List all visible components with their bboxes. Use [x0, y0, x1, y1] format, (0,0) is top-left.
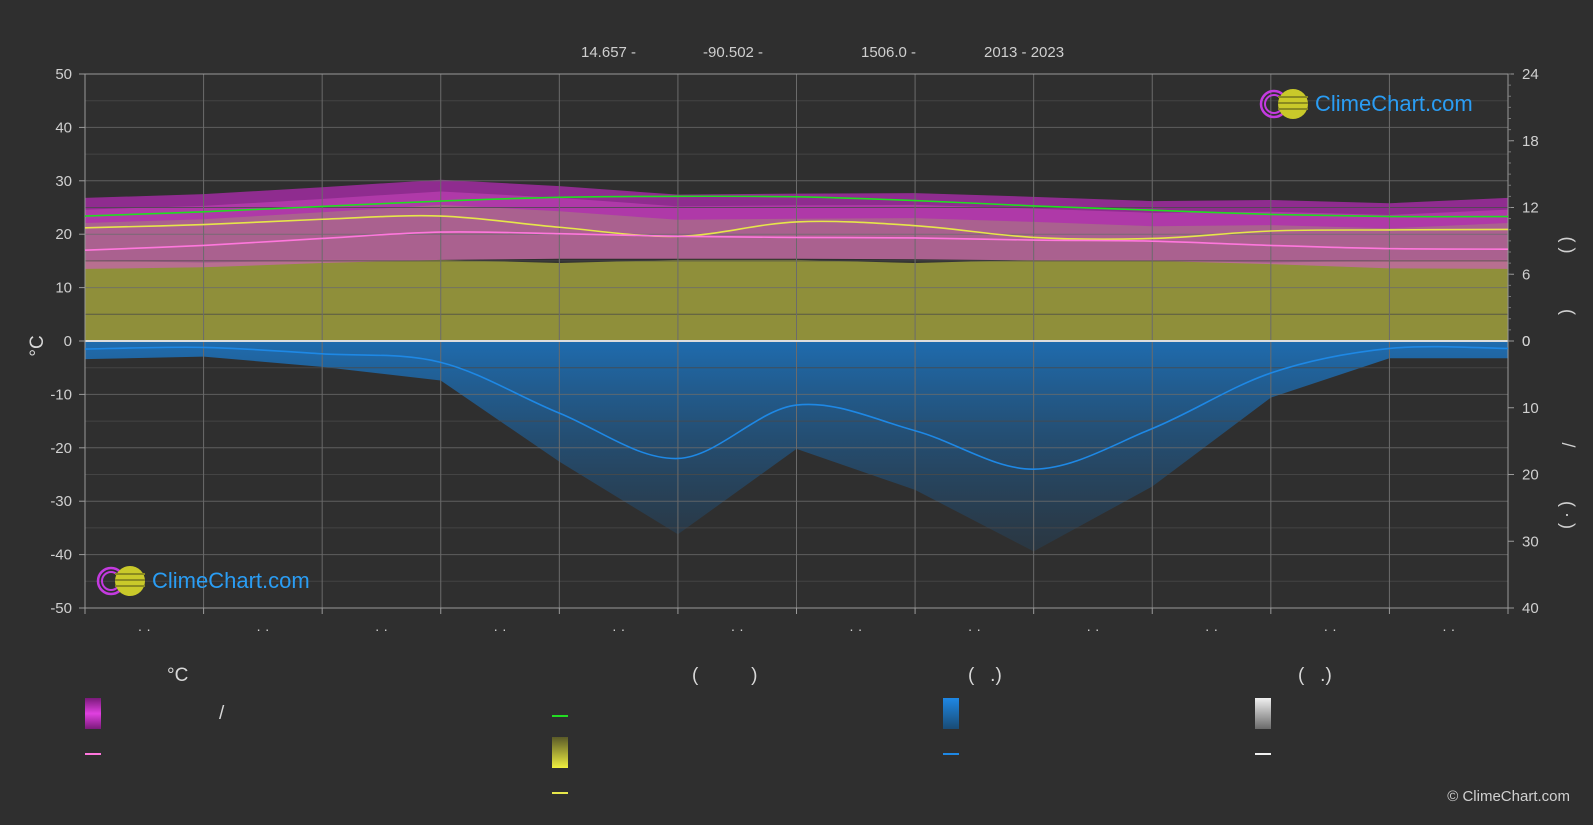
- y-right-top-tick: 18: [1522, 133, 1539, 150]
- x-tick-label: · ·: [731, 621, 744, 637]
- legend-sun-head: ( ): [692, 665, 758, 686]
- grid: [84, 73, 1509, 609]
- series-line-mean_temp: [84, 231, 1509, 252]
- legend-snow-line: [1255, 753, 1271, 755]
- x-tick-label: · ·: [968, 621, 981, 637]
- x-tick-label: · ·: [1086, 621, 1099, 637]
- y-left-tick: -50: [50, 600, 72, 617]
- y-left-tick: 40: [55, 119, 72, 136]
- y-right-bottom-tick: 30: [1522, 533, 1539, 550]
- y-left-tick: -30: [50, 493, 72, 510]
- logo-bottom[interactable]: ClimeChart.com: [96, 565, 310, 597]
- header-years: 2013 - 2023: [984, 44, 1065, 61]
- logo-text: ClimeChart.com: [152, 568, 310, 593]
- legend-rain-head: ( .): [968, 665, 1002, 686]
- header-elevation: 1506.0 -: [861, 44, 917, 61]
- logo-text: ClimeChart.com: [1315, 91, 1473, 116]
- x-tick-label: · ·: [1442, 621, 1455, 637]
- legend-snow-swatch: [1255, 698, 1271, 729]
- series-line-rain: [84, 345, 1509, 470]
- legend-mean-temp-line: [85, 753, 101, 755]
- y-right-bottom-tick: 40: [1522, 600, 1539, 617]
- y-left-tick: -10: [50, 386, 72, 403]
- y-right-top-tick: 6: [1522, 266, 1530, 283]
- legend-daylight-line: [552, 715, 568, 717]
- y-right-top-tick: 0: [1522, 333, 1530, 350]
- legend-slash: /: [219, 703, 225, 724]
- y-left-label: °C: [27, 335, 48, 356]
- series-line-daylight: [84, 195, 1509, 218]
- logo-top[interactable]: ClimeChart.com: [1259, 88, 1473, 120]
- legend-temp-head: °C: [167, 665, 189, 686]
- y-right-label-part: ( ): [1558, 237, 1578, 254]
- header-latitude: 14.657 -: [581, 44, 637, 61]
- y-right-label-part: ( · ): [1558, 501, 1578, 529]
- legend-sunshine-swatch: [552, 737, 568, 768]
- x-tick-label: · ·: [1324, 621, 1337, 637]
- legend-temp-range-swatch: [85, 698, 101, 729]
- legend-rain-swatch: [943, 698, 959, 729]
- y-right-bottom-tick: 20: [1522, 467, 1539, 484]
- y-left-tick: -20: [50, 440, 72, 457]
- legend-snow-head: ( .): [1298, 665, 1332, 686]
- y-left-tick: 0: [64, 333, 72, 350]
- x-tick-label: · ·: [612, 621, 625, 637]
- x-tick-label: · ·: [1205, 621, 1218, 637]
- y-right-label-part: (: [1558, 309, 1578, 315]
- series-line-sunshine_line: [84, 214, 1509, 240]
- y-right-bottom-tick: 10: [1522, 400, 1539, 417]
- y-left-tick: -40: [50, 547, 72, 564]
- y-right-bottom-tick: 0: [1522, 333, 1530, 350]
- climechart-logo-icon: [96, 566, 145, 596]
- x-tick-label: · ·: [375, 621, 388, 637]
- x-tick-label: · ·: [138, 621, 151, 637]
- y-left-tick: 10: [55, 280, 72, 297]
- y-right-top-tick: 24: [1522, 66, 1539, 83]
- y-left-tick: 20: [55, 226, 72, 243]
- y-left-tick: 50: [55, 66, 72, 83]
- y-right-top-tick: 12: [1522, 200, 1539, 217]
- y-left-tick: 30: [55, 173, 72, 190]
- legend-rain-line: [943, 753, 959, 755]
- x-tick-label: · ·: [849, 621, 862, 637]
- legend-sunshine-line: [552, 792, 568, 794]
- header-longitude: -90.502 -: [703, 44, 764, 61]
- x-tick-label: · ·: [493, 621, 506, 637]
- copyright: © ClimeChart.com: [1447, 788, 1570, 805]
- y-right-label-part: /: [1558, 442, 1578, 447]
- x-tick-label: · ·: [256, 621, 269, 637]
- climechart-logo-icon: [1259, 89, 1308, 119]
